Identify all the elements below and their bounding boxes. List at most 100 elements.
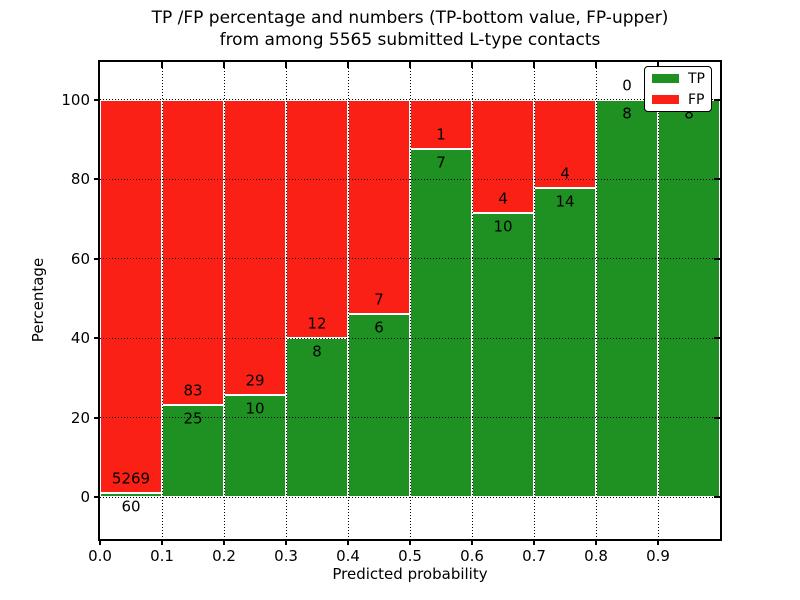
fp-count-label: 29 [245, 371, 265, 390]
bar-fp-segment [348, 99, 410, 314]
tp-count-label: 8 [684, 104, 694, 123]
fp-count-label: 0 [622, 76, 632, 95]
bar-fp-segment [286, 99, 348, 339]
horizontal-gridline [100, 99, 720, 101]
vertical-gridline [409, 62, 411, 539]
x-tick-label: 0.0 [88, 547, 112, 565]
x-tick-mark-top [409, 62, 411, 68]
plot-area: 52696083252910128761741041408080.00.10.2… [61, 60, 722, 565]
x-tick-mark-top [595, 62, 597, 68]
x-tick-mark [533, 539, 535, 545]
bar-tp-segment [472, 213, 534, 498]
bar-tp-segment [658, 99, 720, 498]
bar-fp-segment [100, 99, 162, 493]
bar-fp-segment [162, 99, 224, 406]
bar-tp-segment [224, 395, 286, 498]
x-tick-mark-top [533, 62, 535, 68]
y-tick-label: 40 [70, 329, 90, 348]
vertical-gridline [471, 62, 473, 539]
x-tick-mark-top [161, 62, 163, 68]
legend: TP FP [644, 66, 712, 112]
horizontal-gridline [100, 258, 720, 260]
tp-count-label: 14 [555, 192, 575, 211]
x-tick-mark [223, 539, 225, 545]
x-tick-label: 0.9 [646, 547, 670, 565]
x-tick-label: 0.6 [460, 547, 484, 565]
legend-row-tp: TP [652, 70, 705, 87]
legend-label-fp: FP [688, 91, 705, 108]
x-tick-mark-top [657, 62, 659, 68]
bar-tp-segment [348, 313, 410, 498]
y-tick-mark [94, 98, 100, 101]
fp-count-label: 7 [374, 290, 384, 309]
y-tick-label: 80 [70, 170, 90, 189]
x-tick-mark [161, 539, 163, 545]
tp-count-label: 25 [183, 409, 203, 428]
y-tick-mark-right [714, 257, 720, 260]
fp-count-label: 12 [307, 314, 327, 333]
x-tick-mark [99, 539, 101, 545]
x-tick-mark [285, 539, 287, 545]
horizontal-gridline [100, 496, 720, 498]
vertical-gridline [595, 62, 597, 539]
tp-count-label: 10 [493, 217, 513, 236]
x-tick-label: 0.2 [212, 547, 236, 565]
y-tick-mark-right [714, 178, 720, 181]
vertical-gridline [533, 62, 535, 539]
y-tick-mark [94, 257, 100, 260]
tp-count-label: 7 [436, 153, 446, 172]
fp-red-swatch [652, 95, 679, 104]
fp-count-label: 83 [183, 381, 203, 400]
fp-count-label: 4 [560, 164, 570, 183]
x-tick-mark-top [223, 62, 225, 68]
horizontal-gridline [100, 178, 720, 180]
horizontal-gridline [100, 337, 720, 339]
y-tick-mark-right [714, 98, 720, 101]
y-tick-label: 20 [70, 408, 90, 427]
y-tick-mark-right [714, 496, 720, 499]
y-tick-mark [94, 337, 100, 340]
fp-count-label: 1 [436, 125, 446, 144]
bar-tp-segment [596, 99, 658, 498]
tp-count-label: 6 [374, 318, 384, 337]
legend-row-fp: FP [652, 91, 705, 108]
x-tick-mark-top [347, 62, 349, 68]
x-tick-mark [409, 539, 411, 545]
vertical-gridline [657, 62, 659, 539]
chart-title-line1: TP /FP percentage and numbers (TP-bottom… [151, 8, 669, 28]
x-tick-label: 0.1 [150, 547, 174, 565]
bar-fp-segment [534, 99, 596, 189]
x-tick-label: 0.8 [584, 547, 608, 565]
tp-count-label: 8 [622, 104, 632, 123]
x-tick-mark [471, 539, 473, 545]
x-tick-label: 0.7 [522, 547, 546, 565]
x-tick-mark-top [285, 62, 287, 68]
bar-fp-segment [472, 99, 534, 214]
tp-green-swatch [652, 74, 679, 83]
y-tick-mark [94, 496, 100, 499]
horizontal-gridline [100, 417, 720, 419]
x-tick-mark [657, 539, 659, 545]
y-tick-mark [94, 178, 100, 181]
y-tick-label: 0 [80, 488, 90, 507]
y-tick-label: 60 [70, 249, 90, 268]
vertical-gridline [285, 62, 287, 539]
tp-count-label: 8 [312, 342, 322, 361]
y-tick-mark-right [714, 337, 720, 340]
x-tick-mark [595, 539, 597, 545]
fp-count-label: 5269 [111, 469, 151, 488]
bar-tp-segment [534, 188, 596, 498]
y-tick-mark-right [714, 416, 720, 419]
tp-count-label: 60 [121, 497, 141, 516]
legend-label-tp: TP [688, 70, 705, 87]
vertical-gridline [347, 62, 349, 539]
y-tick-label: 100 [61, 90, 90, 109]
fp-count-label: 4 [498, 189, 508, 208]
x-tick-mark [347, 539, 349, 545]
vertical-gridline [223, 62, 225, 539]
x-tick-label: 0.4 [336, 547, 360, 565]
x-tick-mark-top [471, 62, 473, 68]
vertical-gridline [161, 62, 163, 539]
chart-title-line2: from among 5565 submitted L-type contact… [219, 30, 601, 50]
